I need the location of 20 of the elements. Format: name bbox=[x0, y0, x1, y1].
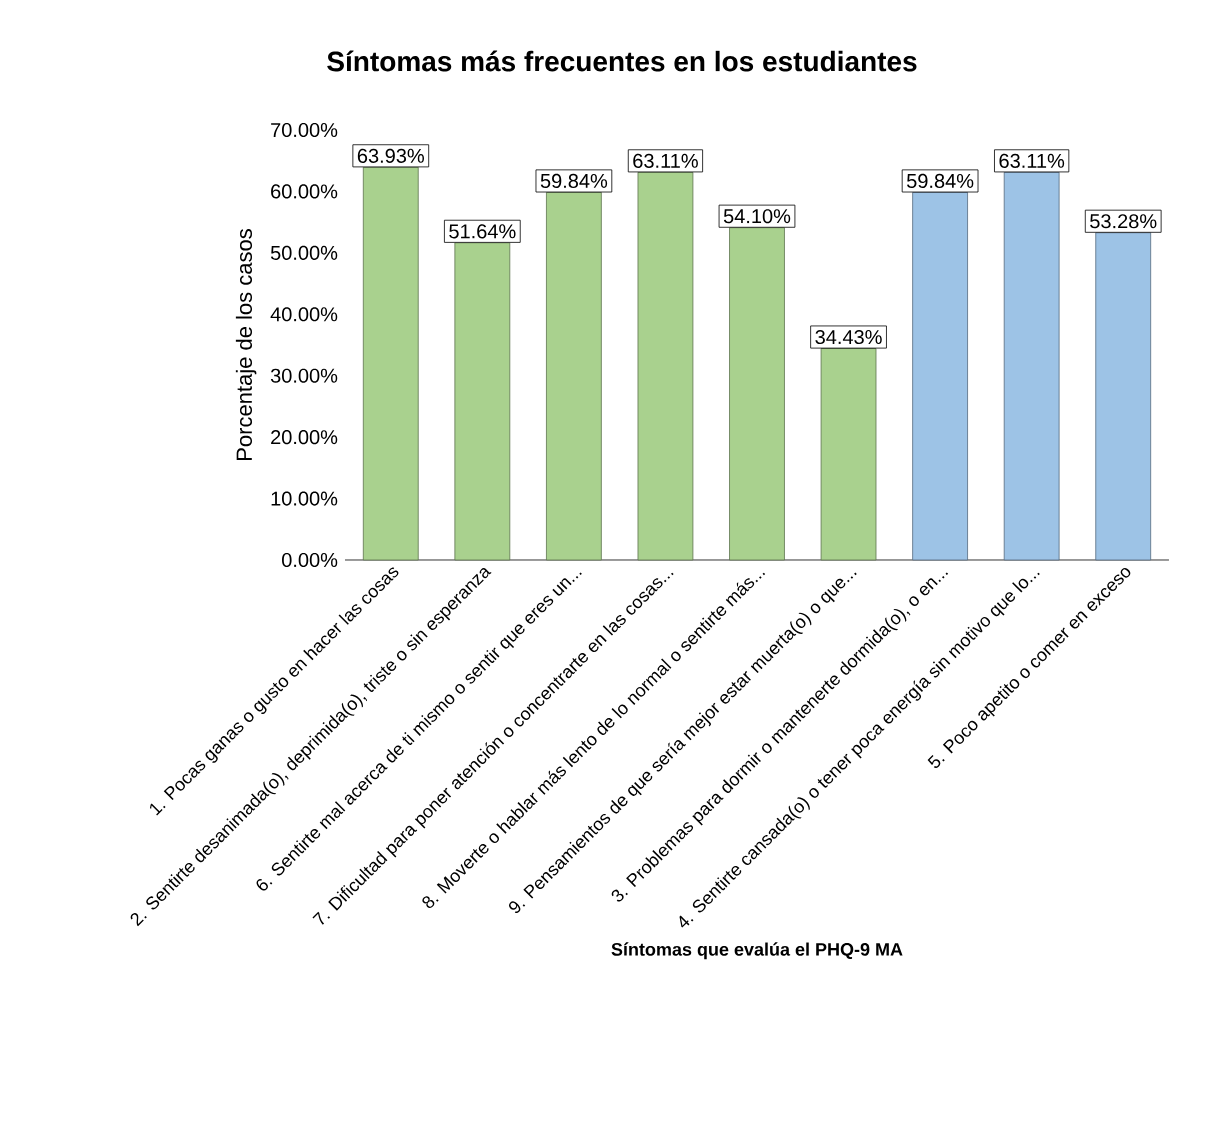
data-label: 63.11% bbox=[999, 153, 1065, 168]
y-tick-label: 70.00% bbox=[271, 122, 338, 138]
data-label: 63.11% bbox=[633, 153, 698, 168]
chart-title: Síntomas más frecuentes en los estudiantes bbox=[327, 50, 917, 72]
y-axis-title: Porcentaje de los casos bbox=[235, 229, 257, 460]
y-tick-label: 30.00% bbox=[270, 368, 338, 383]
data-label: 59.84% bbox=[540, 173, 608, 189]
y-tick-label: 40.00% bbox=[270, 307, 338, 322]
y-tick-label: 0.00% bbox=[282, 552, 338, 568]
y-tick-label: 50.00% bbox=[270, 245, 338, 260]
data-label: 51.64% bbox=[449, 224, 516, 239]
y-tick-label: 10.00% bbox=[271, 491, 338, 506]
y-tick-label: 60.00% bbox=[271, 184, 338, 199]
data-label: 53.28% bbox=[1090, 214, 1157, 229]
y-tick-label: 20.00% bbox=[271, 430, 338, 445]
x-axis-title: Síntomas que evalúa el PHQ-9 MA bbox=[611, 942, 903, 960]
data-label: 54.10% bbox=[723, 209, 791, 224]
data-label: 59.84% bbox=[907, 173, 974, 189]
data-label: 34.43% bbox=[815, 329, 882, 345]
data-label: 63.93% bbox=[357, 148, 424, 163]
